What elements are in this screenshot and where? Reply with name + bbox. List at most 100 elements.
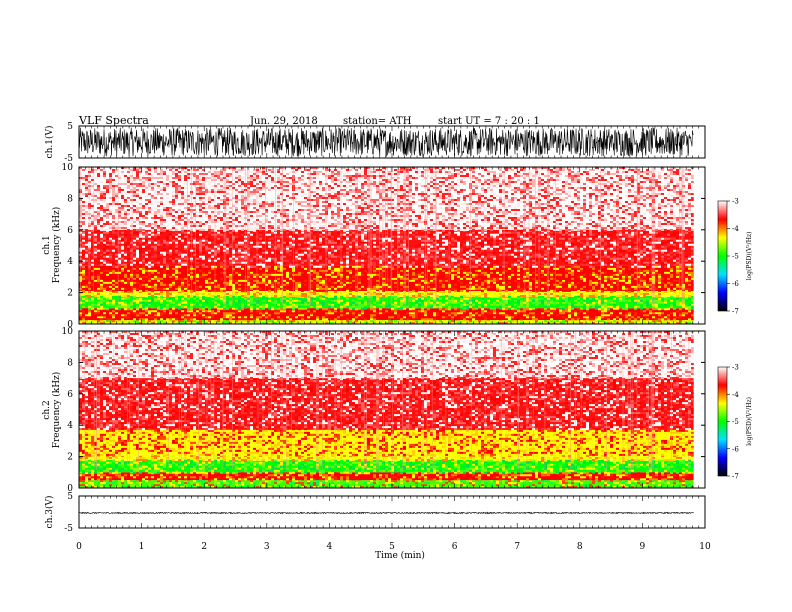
x-tick-label-0: 0 [76, 542, 82, 552]
ch1-spectrogram-ytick-label-5: 10 [62, 163, 74, 173]
ch1-waveform-ylabel: ch.1(V) [44, 126, 55, 159]
ch2-spectrogram-band-3 [79, 455, 694, 460]
ch1-spectrogram-streaks [80, 167, 685, 306]
ch1-y-ticks: 5 -5 [64, 122, 705, 164]
colorbar-1-tick-label-2: -5 [732, 253, 739, 261]
x-tick-label-3: 3 [264, 542, 270, 552]
ch1-spectrogram-band-3-texture-3 [79, 291, 694, 297]
ch3-waveform-trace [78, 511, 694, 515]
x-tick-label-9: 9 [640, 542, 646, 552]
ch1-spectrogram-band-0-texture-0 [79, 320, 694, 324]
ch2-spectrogram-band-3-texture-3 [82, 455, 667, 461]
ch1-spectrogram-band-0-texture-2 [106, 320, 691, 324]
ch1-spectrogram-band-3-texture-2 [94, 291, 691, 297]
ch2-spectrogram-band-0-texture-1 [85, 480, 685, 488]
header-date: Jun. 29, 2018 [249, 116, 318, 127]
ch2-spectrogram-panel: 0 2 4 6 8 10 ch.2 Frequency (kHz) [42, 327, 706, 494]
ch2-spectrogram-band-4-texture-3 [82, 429, 694, 456]
ch1-colorbar: -3 -4 -5 -6 -7 log(PSD)(V²/Hz) [717, 198, 753, 316]
ch1-spectrogram-ytick-label-0: 0 [67, 320, 73, 330]
ch2-spectrogram-band-1-texture-2 [82, 472, 685, 481]
ch2-spectrogram-band-6-texture-3 [79, 331, 694, 379]
colorbar-2-tick-label-0: -3 [732, 364, 739, 372]
colorbar-1-tick-label-1: -4 [732, 225, 739, 233]
ch1-spectrogram-ytick-label-1: 2 [67, 289, 73, 299]
ch3-y-ticks: 5 -5 [64, 492, 705, 534]
colorbar-1-tick-label-0: -3 [732, 198, 739, 206]
x-tick-label-8: 8 [577, 542, 583, 552]
ch1-spectrogram-band-1 [79, 308, 694, 321]
ch2-channel-label: ch.2 [42, 400, 52, 419]
ch1-spectrogram-panel: 0 2 4 6 8 10 ch.1 Frequency (kHz) [42, 163, 706, 330]
ch1-spectrogram-image [79, 167, 694, 324]
ch3-waveform-ytick-label-1: -5 [64, 524, 73, 534]
ch1-channel-label: ch.1 [42, 235, 52, 254]
colorbar-2-tick-label-1: -4 [732, 391, 739, 399]
ch1-spectrogram-ytick-label-4: 8 [67, 194, 73, 204]
colorbar-1-gradient [717, 200, 728, 312]
colorbar-1-label: log(PSD)(V²/Hz) [746, 232, 753, 281]
x-tick-label-5: 5 [389, 542, 395, 552]
ch1-spectrogram-band-1-texture-2 [79, 308, 694, 321]
ch2-colorbar: -3 -4 -5 -6 -7 log(PSD)(V²/Hz) [717, 364, 753, 481]
ch1-frequency-ticks: 0 2 4 6 8 10 [62, 163, 705, 330]
ch2-spectrogram-ytick-label-3: 6 [67, 390, 73, 400]
time-x-axis: 0 1 2 3 4 5 6 7 8 9 10 [76, 126, 711, 552]
x-tick-label-4: 4 [327, 542, 333, 552]
ch1-spectrogram-band-4-texture-1 [79, 265, 694, 292]
ch1-frequency-label: Frequency (kHz) [51, 207, 62, 284]
x-tick-label-2: 2 [201, 542, 207, 552]
colorbar-1-tick-label-4: -7 [732, 308, 739, 316]
ch2-spectrogram-band-0-texture-3 [79, 480, 685, 488]
ch1-spectrogram-band-2-texture-1 [82, 295, 694, 310]
figure-title: VLF Spectra [78, 114, 149, 127]
ch2-spectrogram-band-4-texture-2 [79, 429, 694, 456]
x-axis-label: Time (min) [375, 550, 425, 561]
ch1-spectrogram-band-2-texture-0 [79, 295, 694, 310]
ch1-spectrogram-cells [79, 167, 694, 324]
colorbar-2-tick-label-4: -7 [732, 473, 739, 481]
ch3-waveform-ylabel: ch.3(V) [44, 496, 55, 529]
ch1-spectrogram-band-5-texture-3 [79, 229, 694, 268]
x-tick-label-10: 10 [699, 542, 711, 552]
ch1-spectrogram-ytick-label-3: 6 [67, 226, 73, 236]
ch2-spectrogram-image [79, 331, 694, 488]
ch2-frequency-ticks: 0 2 4 6 8 10 [62, 327, 705, 494]
ch1-waveform-panel: 5 -5 ch.1(V) [44, 122, 706, 164]
ch1-spectrogram-band-4-texture-2 [79, 265, 691, 292]
ch2-spectrogram-streaks [84, 331, 690, 470]
ch2-spectrogram-band-1-texture-3 [82, 472, 691, 481]
x-tick-label-6: 6 [452, 542, 458, 552]
ch1-waveform-ytick-label-0: 5 [67, 122, 73, 132]
x-tick-label-7: 7 [514, 542, 520, 552]
colorbar-2-gradient [717, 366, 728, 477]
colorbar-2-tick-label-3: -6 [732, 445, 739, 453]
ch2-spectrogram-ytick-label-4: 8 [67, 358, 73, 368]
ch3-waveform-panel: 5 -5 ch.3(V) [44, 492, 706, 534]
ch1-waveform-trace [78, 126, 694, 158]
ch2-spectrogram-band-6-texture-2 [79, 331, 694, 379]
ch1-waveform-line [78, 126, 694, 158]
ch1-spectrogram-ytick-label-2: 4 [67, 257, 73, 267]
ch2-spectrogram-ytick-label-5: 10 [62, 327, 74, 337]
ch3-waveform-ytick-label-0: 5 [67, 492, 73, 502]
ch2-spectrogram-ytick-label-0: 0 [67, 484, 73, 494]
ch1-spectrogram-band-1-texture-1 [79, 308, 694, 321]
colorbar-2-label: log(PSD)(V²/Hz) [746, 397, 753, 446]
ch2-spectrogram-band-3-texture-2 [88, 455, 694, 461]
ch2-spectrogram-band-2-texture-1 [85, 459, 694, 474]
header-station: station= ATH [343, 116, 412, 127]
ch2-spectrogram-ytick-label-1: 2 [67, 453, 73, 463]
ch2-frequency-label: Frequency (kHz) [51, 372, 62, 449]
colorbar-1-tick-label-3: -6 [732, 280, 739, 288]
x-tick-marks [78, 126, 706, 528]
colorbar-2-tick-label-2: -5 [732, 418, 739, 426]
ch3-waveform-line [78, 511, 694, 515]
ch2-spectrogram-band-0-texture-0 [79, 480, 694, 488]
ch2-spectrogram-ytick-label-2: 4 [67, 421, 73, 431]
ch1-spectrogram-band-2-texture-3 [79, 295, 694, 310]
ch1-spectrogram-band-0-texture-1 [82, 320, 688, 324]
header-start-ut: start UT = 7 : 20 : 1 [438, 116, 540, 127]
ch1-waveform-ytick-label-1: -5 [64, 154, 73, 164]
